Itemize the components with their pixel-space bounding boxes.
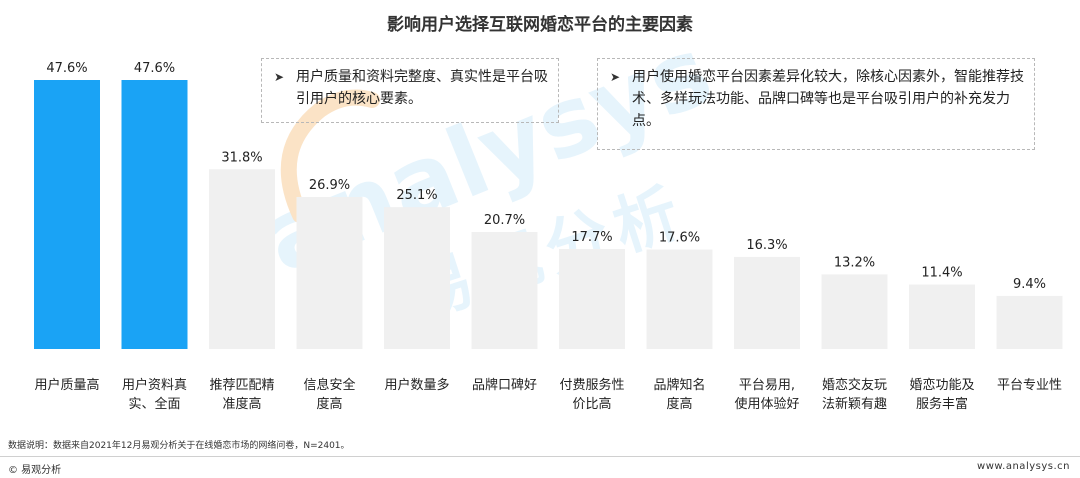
bar-value-label: 47.6% — [46, 61, 87, 76]
bar — [734, 256, 800, 349]
bar-value-label: 13.2% — [834, 255, 875, 270]
bar — [471, 232, 538, 349]
bar — [209, 169, 275, 349]
category-label: 用户质量高 — [34, 377, 99, 393]
bar-value-label: 16.3% — [746, 238, 787, 253]
bar-value-label: 17.6% — [659, 231, 700, 246]
category-label: 信息安全 — [303, 377, 355, 393]
category-label: 品牌知名 — [653, 377, 705, 393]
bar — [646, 249, 713, 349]
bar-value-label: 20.7% — [484, 213, 525, 228]
bar — [34, 80, 100, 349]
bar-value-label: 11.4% — [921, 266, 962, 281]
category-label: 推荐匹配精 — [209, 378, 274, 393]
category-label: 价比高 — [572, 396, 611, 412]
bars — [34, 80, 1063, 349]
category-label: 平台专业性 — [997, 378, 1062, 393]
category-label: 准度高 — [222, 396, 261, 412]
category-label: 服务丰富 — [916, 396, 968, 412]
note-box-right: ➤ 用户使用婚恋平台因素差异化较大，除核心因素外，智能推荐技术、多样玩法功能、品… — [597, 58, 1035, 150]
category-label: 度高 — [666, 396, 692, 412]
arrow-bullet-icon: ➤ — [274, 70, 285, 84]
category-label: 度高 — [316, 396, 342, 412]
data-source-note: 数据说明：数据来自2021年12月易观分析关于在线婚恋市场的网络问卷，N=240… — [8, 441, 350, 451]
category-label: 用户资料真 — [122, 377, 187, 393]
category-label: 婚恋功能及 — [909, 377, 974, 393]
footer-divider — [0, 456, 1080, 457]
category-label: 用户数量多 — [384, 377, 449, 393]
bar-value-label: 47.6% — [134, 61, 175, 76]
category-label: 婚恋交友玩 — [822, 377, 887, 393]
website-link[interactable]: www.analysys.cn — [977, 461, 1070, 472]
arrow-bullet-icon: ➤ — [610, 70, 621, 84]
category-label: 付费服务性 — [559, 377, 624, 393]
watermark-swoosh — [280, 89, 380, 223]
note-box-left: ➤ 用户质量和资料完整度、真实性是平台吸引用户的核心要素。 — [261, 58, 559, 123]
bar-value-label: 17.7% — [571, 230, 612, 245]
bar-value-label: 25.1% — [396, 188, 437, 203]
category-label: 法新颖有趣 — [822, 396, 887, 412]
category-label: 实、全面 — [128, 396, 180, 412]
bar — [296, 196, 363, 349]
bar-value-label: 9.4% — [1013, 277, 1046, 292]
bar — [909, 284, 975, 349]
category-label: 品牌口碑好 — [472, 377, 537, 393]
bar — [821, 274, 888, 349]
category-label: 平台易用, — [739, 378, 795, 393]
chart-title: 影响用户选择互联网婚恋平台的主要因素 — [387, 15, 693, 35]
category-label: 使用体验好 — [734, 396, 799, 412]
copyright: © 易观分析 — [8, 465, 62, 476]
note-text-left: 用户质量和资料完整度、真实性是平台吸引用户的核心要素。 — [296, 69, 548, 107]
value-labels: 47.6% 47.6% 31.8% 26.9% 25.1% 20.7% 17.7% 17.6%… — [46, 61, 1046, 292]
bar-value-label: 31.8% — [221, 150, 262, 165]
bar — [121, 80, 188, 349]
bar — [996, 295, 1063, 349]
bar-value-label: 26.9% — [309, 178, 350, 193]
bar — [384, 207, 450, 349]
bar — [559, 248, 625, 349]
note-text-right: 用户使用婚恋平台因素差异化较大，除核心因素外，智能推荐技术、多样玩法功能、品牌口… — [632, 69, 1024, 129]
